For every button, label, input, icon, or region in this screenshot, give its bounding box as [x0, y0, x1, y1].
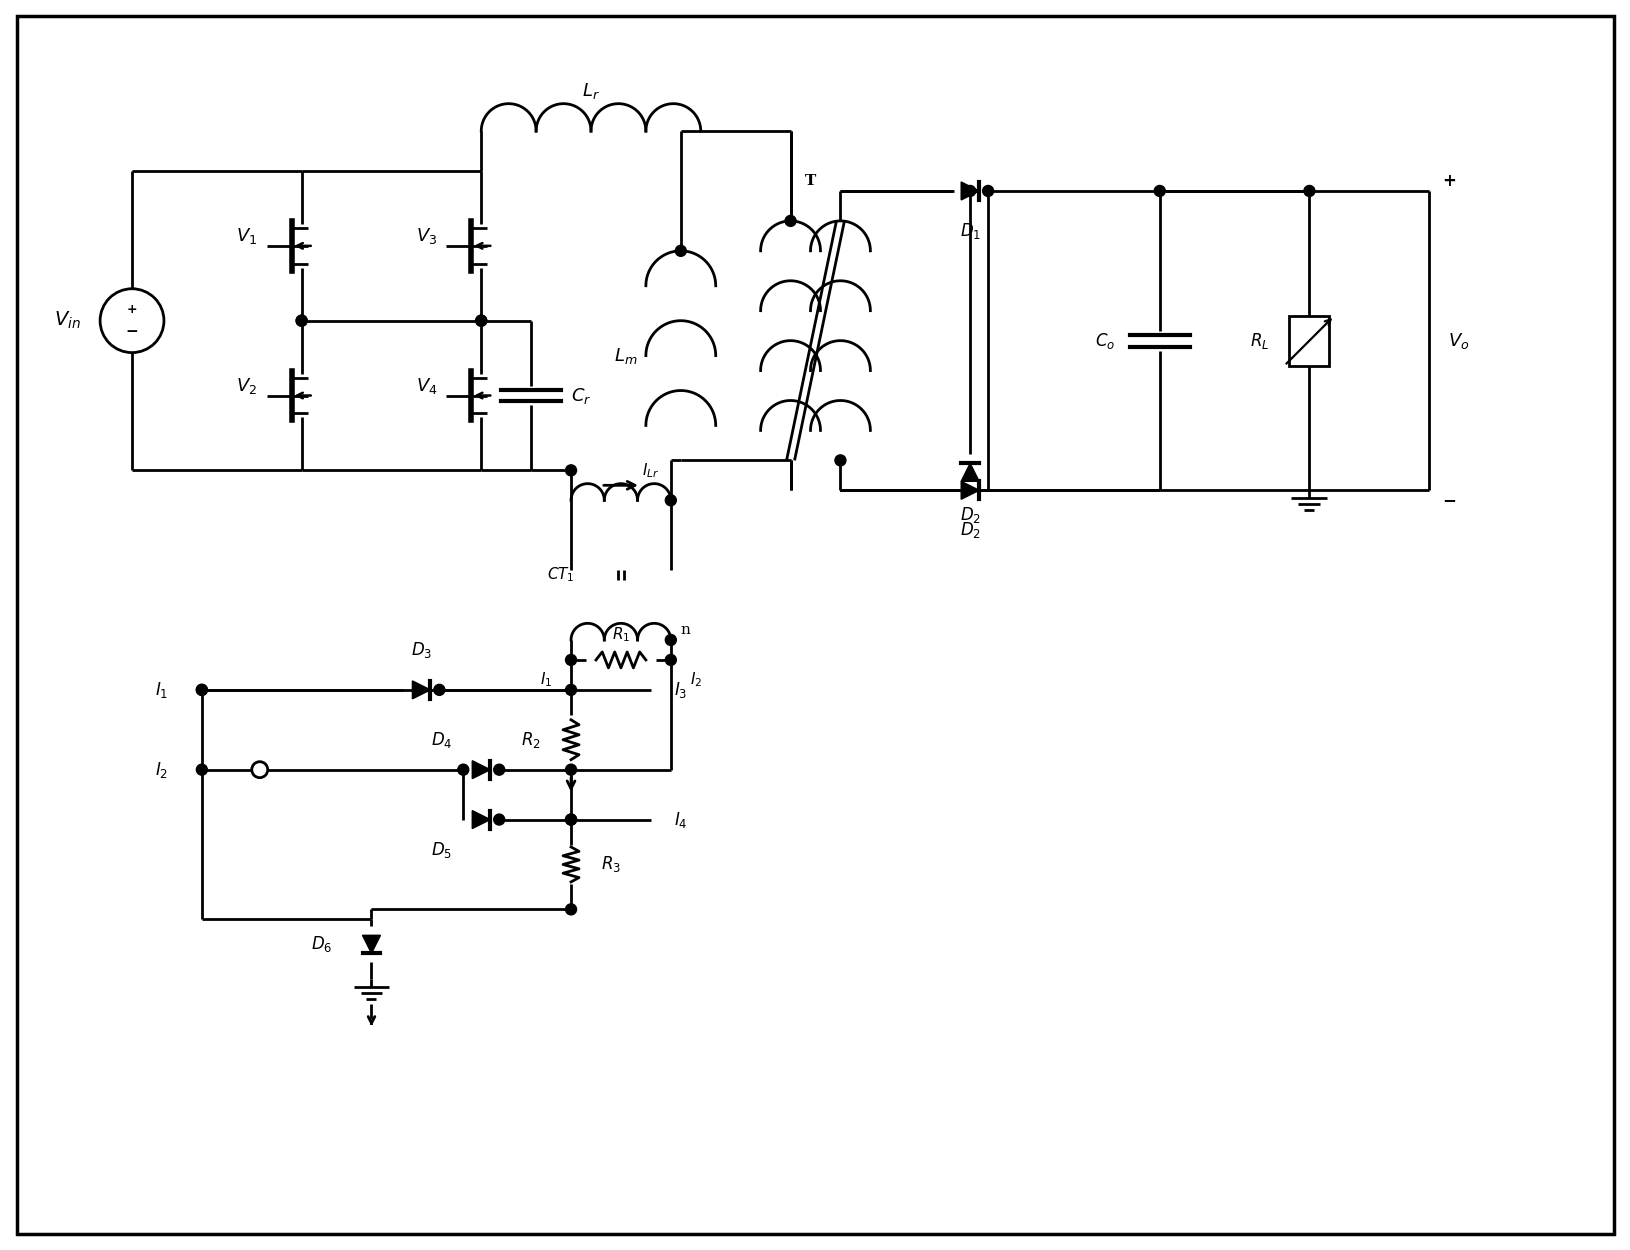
Circle shape [665, 655, 676, 665]
Circle shape [566, 465, 575, 476]
Text: $V_{in}$: $V_{in}$ [54, 310, 80, 331]
Text: $I_1$: $I_1$ [155, 680, 168, 700]
Text: +: + [127, 304, 137, 316]
Circle shape [566, 655, 575, 665]
Text: $C_r$: $C_r$ [570, 385, 590, 405]
Text: $D_2$: $D_2$ [958, 520, 980, 540]
Text: $D_5$: $D_5$ [430, 840, 452, 860]
Text: $D_1$: $D_1$ [958, 221, 980, 241]
Circle shape [196, 684, 207, 695]
Text: $R_3$: $R_3$ [600, 855, 621, 875]
Text: $CT_1$: $CT_1$ [548, 566, 574, 585]
Circle shape [196, 684, 207, 695]
Circle shape [434, 684, 445, 695]
Text: $V_o$: $V_o$ [1447, 331, 1469, 351]
Text: $V_3$: $V_3$ [416, 226, 437, 246]
Polygon shape [960, 464, 978, 481]
Text: −: − [1441, 491, 1456, 509]
Circle shape [566, 904, 575, 915]
Circle shape [566, 814, 575, 825]
Circle shape [784, 215, 795, 226]
Circle shape [566, 814, 575, 825]
Text: −: − [126, 324, 139, 339]
Text: $D_6$: $D_6$ [311, 934, 333, 954]
Circle shape [458, 764, 468, 775]
Circle shape [494, 764, 504, 775]
Text: $I_{Lr}$: $I_{Lr}$ [642, 461, 659, 480]
Polygon shape [362, 935, 380, 954]
Text: $R_1$: $R_1$ [611, 626, 629, 644]
Circle shape [494, 814, 504, 825]
Circle shape [835, 455, 846, 466]
Text: n: n [680, 622, 689, 638]
Circle shape [665, 495, 676, 506]
Text: $V_1$: $V_1$ [236, 226, 258, 246]
Text: $V_4$: $V_4$ [416, 375, 437, 395]
Text: $D_3$: $D_3$ [411, 640, 432, 660]
Text: $D_4$: $D_4$ [430, 730, 452, 750]
Polygon shape [473, 810, 491, 829]
Polygon shape [473, 761, 491, 779]
Text: $D_2$: $D_2$ [958, 505, 980, 525]
Circle shape [476, 315, 486, 326]
Circle shape [196, 764, 207, 775]
Text: $I_2$: $I_2$ [155, 760, 168, 780]
Circle shape [675, 245, 686, 256]
Circle shape [665, 635, 676, 645]
Polygon shape [412, 681, 430, 699]
Circle shape [566, 764, 575, 775]
Circle shape [297, 315, 306, 326]
Text: $V_2$: $V_2$ [236, 375, 258, 395]
Text: $I_2$: $I_2$ [689, 670, 701, 689]
Text: $L_m$: $L_m$ [615, 345, 637, 365]
Text: $I_4$: $I_4$ [673, 810, 688, 830]
Text: $L_r$: $L_r$ [582, 81, 600, 101]
Circle shape [1302, 185, 1314, 196]
Text: $R_2$: $R_2$ [522, 730, 541, 750]
Circle shape [963, 185, 975, 196]
Text: $I_1$: $I_1$ [540, 670, 553, 689]
Text: +: + [1441, 173, 1456, 190]
Circle shape [297, 315, 306, 326]
Circle shape [1154, 185, 1164, 196]
Circle shape [981, 185, 993, 196]
Circle shape [566, 684, 575, 695]
Circle shape [476, 315, 486, 326]
Text: $I_3$: $I_3$ [673, 680, 688, 700]
Text: T: T [804, 174, 815, 188]
Text: $R_L$: $R_L$ [1249, 331, 1268, 351]
Polygon shape [960, 481, 978, 499]
Bar [1289, 316, 1328, 365]
Polygon shape [960, 182, 978, 200]
Text: $C_o$: $C_o$ [1094, 331, 1115, 351]
